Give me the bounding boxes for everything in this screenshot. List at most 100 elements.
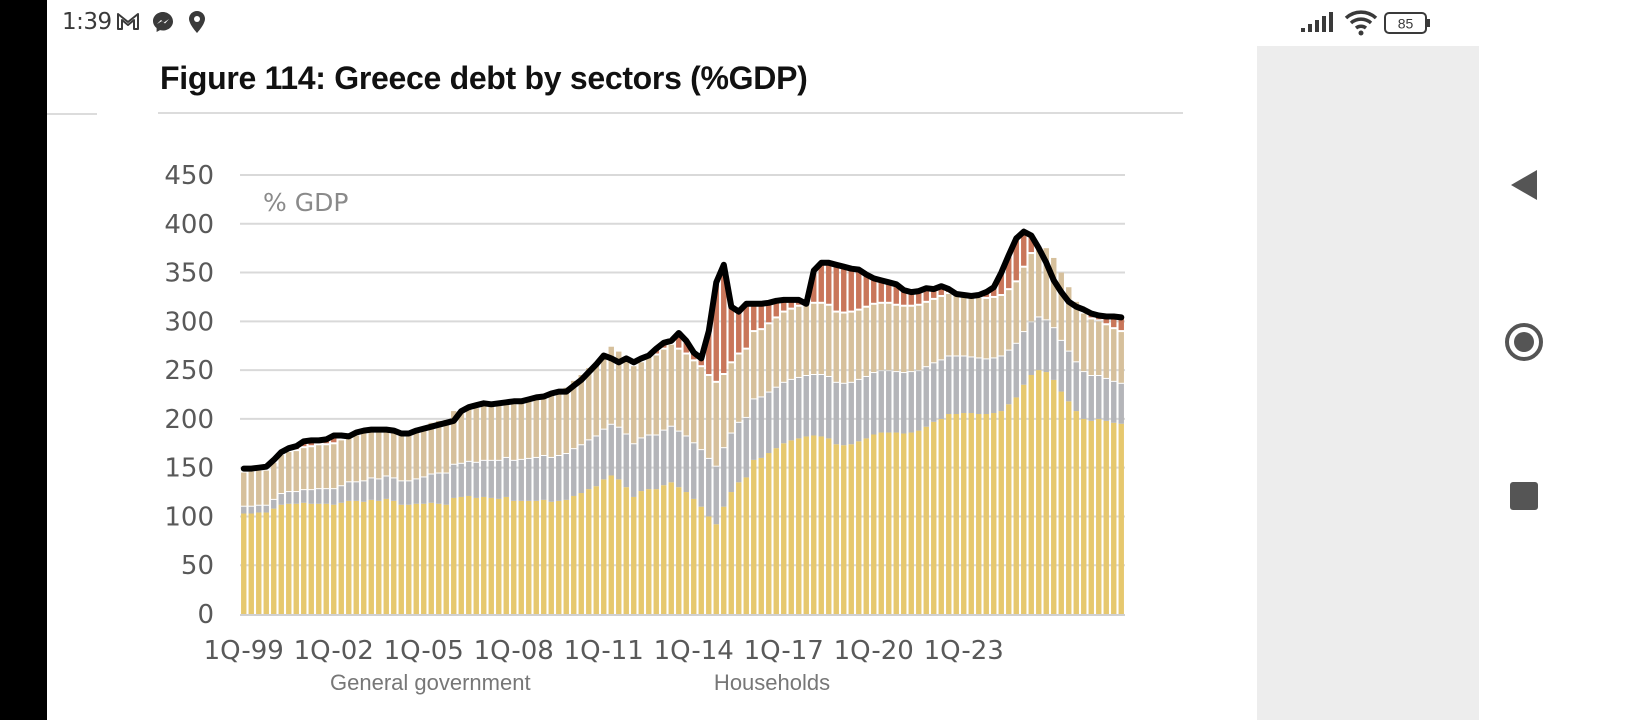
bar-segment-red_sector: [751, 304, 757, 331]
bar-segment-government: [256, 512, 262, 614]
bar-segment-gray_sector: [316, 489, 322, 504]
home-button[interactable]: [1501, 319, 1547, 365]
bar-segment-gray_sector: [878, 371, 884, 433]
bar-segment-gray_sector: [466, 461, 472, 496]
bar-segment-beige_sector: [796, 306, 802, 377]
bar-segment-gray_sector: [751, 399, 757, 460]
bar-segment-beige_sector: [421, 426, 427, 477]
bar-segment-red_sector: [826, 263, 832, 304]
bar-segment-gray_sector: [293, 492, 299, 504]
bar-segment-beige_sector: [548, 395, 554, 457]
bar-segment-red_sector: [1118, 318, 1124, 331]
total-debt-line: [240, 228, 1125, 472]
bar-segment-beige_sector: [616, 351, 622, 427]
bar-segment-beige_sector: [871, 304, 877, 373]
bar-segment-gray_sector: [511, 460, 517, 501]
bar-segment-government: [811, 435, 817, 614]
bar-segment-government: [563, 499, 569, 614]
back-button[interactable]: [1501, 162, 1547, 208]
bar-segment-gray_sector: [503, 457, 509, 497]
bar-segment-beige_sector: [1043, 248, 1049, 320]
bar-segment-red_sector: [766, 303, 772, 323]
bar-segment-government: [796, 438, 802, 614]
bar-segment-government: [248, 513, 254, 614]
bar-segment-government: [323, 503, 329, 614]
bar-segment-gray_sector: [286, 492, 292, 504]
bar-segment-gray_sector: [766, 392, 772, 454]
bar-segment-red_sector: [811, 271, 817, 302]
y-tick-label: 250: [164, 356, 214, 386]
bar-segment-government: [1066, 401, 1072, 614]
bar-segment-government: [503, 496, 509, 614]
bar-segment-government: [1043, 372, 1049, 614]
bar-segment-government: [848, 444, 854, 614]
bar-segment-government: [1051, 379, 1057, 614]
bar-segment-beige_sector: [398, 431, 404, 481]
bar-segment-gray_sector: [278, 494, 284, 505]
y-tick-label: 400: [164, 210, 214, 240]
bar-segment-government: [391, 500, 397, 614]
bar-segment-beige_sector: [556, 391, 562, 455]
bar-segment-beige_sector: [1006, 290, 1012, 350]
title-divider: [158, 112, 1183, 114]
bar-segment-gray_sector: [556, 455, 562, 501]
bar-segment-government: [301, 502, 307, 614]
bar-segment-government: [316, 503, 322, 614]
bar-segment-government: [458, 496, 464, 614]
bar-segment-red_sector: [743, 304, 749, 348]
bar-segment-red_sector: [938, 287, 944, 295]
bar-segment-government: [1036, 370, 1042, 614]
bar-segment-beige_sector: [293, 451, 299, 492]
bar-segment-red_sector: [758, 304, 764, 329]
bar-segment-gray_sector: [788, 379, 794, 441]
bar-segment-government: [908, 432, 914, 614]
bar-segment-beige_sector: [668, 344, 674, 426]
bar-segment-red_sector: [1103, 317, 1109, 324]
bar-segment-gray_sector: [563, 454, 569, 500]
bar-segment-gray_sector: [413, 479, 419, 504]
bar-segment-beige_sector: [736, 354, 742, 422]
recents-button[interactable]: [1501, 473, 1547, 519]
bar-segment-government: [586, 489, 592, 614]
bar-segment-beige_sector: [466, 407, 472, 461]
bar-segment-gray_sector: [916, 371, 922, 431]
bar-segment-gray_sector: [578, 445, 584, 494]
bar-segment-beige_sector: [571, 380, 577, 449]
y-tick-label: 0: [197, 600, 214, 630]
bar-segment-beige_sector: [1081, 313, 1087, 372]
bar-segment-gray_sector: [473, 462, 479, 498]
bar-segment-gray_sector: [616, 427, 622, 480]
bar-segment-government: [766, 453, 772, 614]
bar-segment-gray_sector: [1111, 381, 1117, 423]
bar-segment-beige_sector: [698, 367, 704, 450]
bar-segment-government: [923, 426, 929, 614]
bar-segment-beige_sector: [1096, 321, 1102, 375]
bar-segment-beige_sector: [481, 405, 487, 460]
bar-segment-beige_sector: [473, 408, 479, 462]
bar-segment-government: [353, 500, 359, 614]
bar-segment-beige_sector: [263, 470, 269, 505]
bar-segment-beige_sector: [803, 304, 809, 375]
bar-segment-government: [706, 516, 712, 614]
bar-segment-government: [278, 504, 284, 614]
bar-segment-government: [533, 500, 539, 614]
bar-segment-government: [1081, 418, 1087, 614]
bar-segment-beige_sector: [886, 303, 892, 371]
bar-segment-beige_sector: [323, 445, 329, 489]
bar-segment-gray_sector: [1013, 343, 1019, 398]
bar-segment-red_sector: [863, 275, 869, 306]
bar-segment-beige_sector: [998, 295, 1004, 356]
x-tick-label: 1Q-14: [654, 636, 734, 666]
bar-segment-beige_sector: [241, 472, 247, 506]
bar-segment-red_sector: [773, 301, 779, 317]
bar-segment-red_sector: [916, 292, 922, 304]
bar-segment-beige_sector: [1021, 267, 1027, 332]
left-black-edge: [0, 0, 47, 720]
bar-segment-gray_sector: [361, 481, 367, 502]
bar-segment-beige_sector: [271, 462, 277, 499]
bar-segment-red_sector: [781, 300, 787, 311]
bar-segment-gray_sector: [301, 490, 307, 503]
bar-segment-gray_sector: [781, 382, 787, 444]
bar-segment-beige_sector: [368, 430, 374, 478]
stacked-bar-chart: 0 50 100 150 200 250 300 350 400 450 % GDP 1Q-99 1Q-…: [164, 161, 1125, 666]
